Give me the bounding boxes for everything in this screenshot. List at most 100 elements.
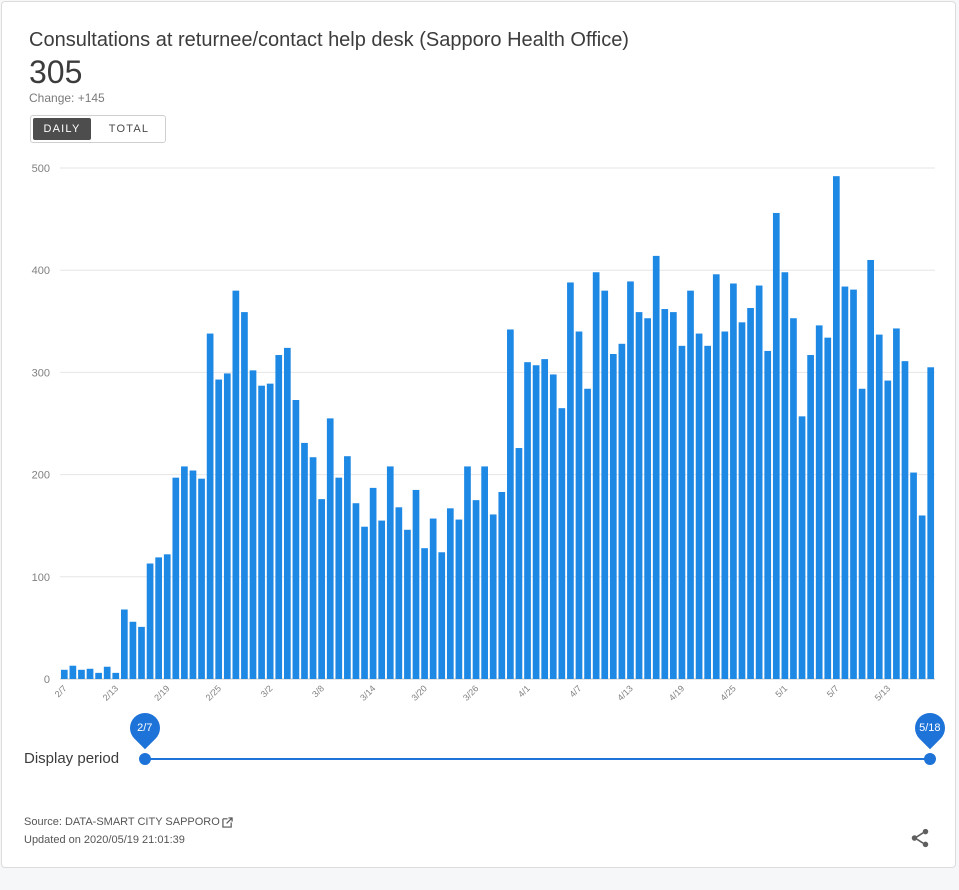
bar[interactable] [712, 274, 720, 679]
bar[interactable] [781, 272, 789, 679]
bar[interactable] [206, 333, 214, 679]
bar[interactable] [369, 487, 377, 679]
bar[interactable] [515, 448, 523, 679]
bar[interactable] [644, 318, 651, 679]
bar[interactable] [721, 331, 729, 679]
bar[interactable] [790, 318, 797, 679]
bar[interactable] [335, 477, 343, 679]
bar[interactable] [747, 308, 754, 679]
bar[interactable] [609, 354, 617, 679]
bar[interactable] [498, 491, 506, 679]
total-button[interactable]: TOTAL [108, 123, 150, 135]
bar[interactable] [807, 355, 814, 679]
bar[interactable] [678, 345, 686, 679]
bar[interactable] [464, 466, 471, 679]
bar[interactable] [858, 388, 866, 679]
bar[interactable] [232, 290, 240, 679]
period-slider-start-handle[interactable] [139, 753, 151, 765]
bar[interactable] [103, 666, 111, 679]
bar[interactable] [507, 329, 514, 679]
bar[interactable] [292, 399, 300, 679]
bar[interactable] [189, 470, 197, 679]
bar[interactable] [541, 359, 549, 679]
bar[interactable] [386, 466, 394, 679]
bar[interactable] [558, 408, 566, 679]
bar[interactable] [86, 668, 94, 679]
bar[interactable] [575, 331, 583, 679]
bar[interactable] [198, 478, 205, 679]
bar[interactable] [549, 374, 557, 679]
bar[interactable] [472, 500, 480, 679]
bar[interactable] [764, 350, 772, 679]
period-slider-end-handle[interactable] [924, 753, 936, 765]
bar[interactable] [395, 507, 403, 679]
bar[interactable] [352, 503, 360, 679]
external-link-icon[interactable] [222, 816, 233, 828]
bar[interactable] [592, 272, 600, 679]
bar[interactable] [584, 388, 591, 679]
bar[interactable] [567, 282, 574, 679]
bar[interactable] [910, 472, 917, 679]
bar[interactable] [241, 312, 248, 679]
bar[interactable] [361, 526, 368, 679]
bar[interactable] [163, 554, 171, 679]
bar[interactable] [249, 370, 257, 679]
bar[interactable] [652, 255, 660, 679]
bar[interactable] [446, 508, 454, 679]
bar[interactable] [627, 281, 634, 679]
bar[interactable] [301, 442, 308, 679]
bar[interactable] [601, 290, 609, 679]
bar[interactable] [78, 669, 85, 679]
bar[interactable] [670, 312, 677, 679]
bar[interactable] [438, 552, 446, 679]
bar[interactable] [258, 385, 265, 679]
bar[interactable] [181, 466, 188, 679]
bar[interactable] [524, 362, 531, 679]
bar[interactable] [798, 416, 806, 679]
bar[interactable] [730, 283, 737, 679]
bar[interactable] [223, 373, 231, 679]
bar[interactable] [884, 380, 892, 679]
bar[interactable] [138, 626, 145, 679]
bar[interactable] [841, 286, 849, 679]
bar[interactable] [155, 557, 162, 679]
bar[interactable] [687, 290, 694, 679]
bar[interactable] [172, 477, 180, 679]
bar[interactable] [95, 672, 102, 679]
bar[interactable] [404, 529, 411, 679]
bar[interactable] [266, 383, 274, 679]
bar[interactable] [901, 361, 909, 679]
source-link[interactable]: Source: DATA-SMART CITY SAPPORO [24, 816, 220, 828]
bar[interactable] [918, 515, 926, 679]
bar[interactable] [275, 355, 283, 679]
bar[interactable] [695, 333, 703, 679]
bar[interactable] [532, 365, 540, 679]
bar[interactable] [618, 343, 626, 679]
bar[interactable] [309, 457, 317, 679]
bar[interactable] [283, 347, 291, 679]
bar[interactable] [704, 345, 712, 679]
bar[interactable] [120, 609, 128, 679]
bar[interactable] [421, 548, 428, 679]
bar[interactable] [489, 514, 497, 679]
share-icon[interactable] [909, 827, 931, 849]
bar[interactable] [755, 285, 763, 679]
bar[interactable] [455, 519, 463, 679]
bar[interactable] [772, 212, 780, 679]
bar[interactable] [661, 309, 669, 679]
bar[interactable] [344, 456, 351, 679]
bar[interactable] [215, 379, 223, 679]
bar[interactable] [824, 337, 832, 679]
bar[interactable] [112, 672, 120, 679]
bar[interactable] [927, 367, 935, 679]
bar[interactable] [833, 176, 840, 679]
bar[interactable] [635, 312, 643, 679]
bar[interactable] [69, 665, 77, 679]
bar[interactable] [146, 563, 154, 679]
bar[interactable] [481, 466, 488, 679]
bar[interactable] [60, 669, 68, 679]
bar[interactable] [412, 489, 420, 679]
bar[interactable] [850, 289, 857, 679]
bar[interactable] [893, 328, 900, 679]
bar[interactable] [378, 520, 386, 679]
